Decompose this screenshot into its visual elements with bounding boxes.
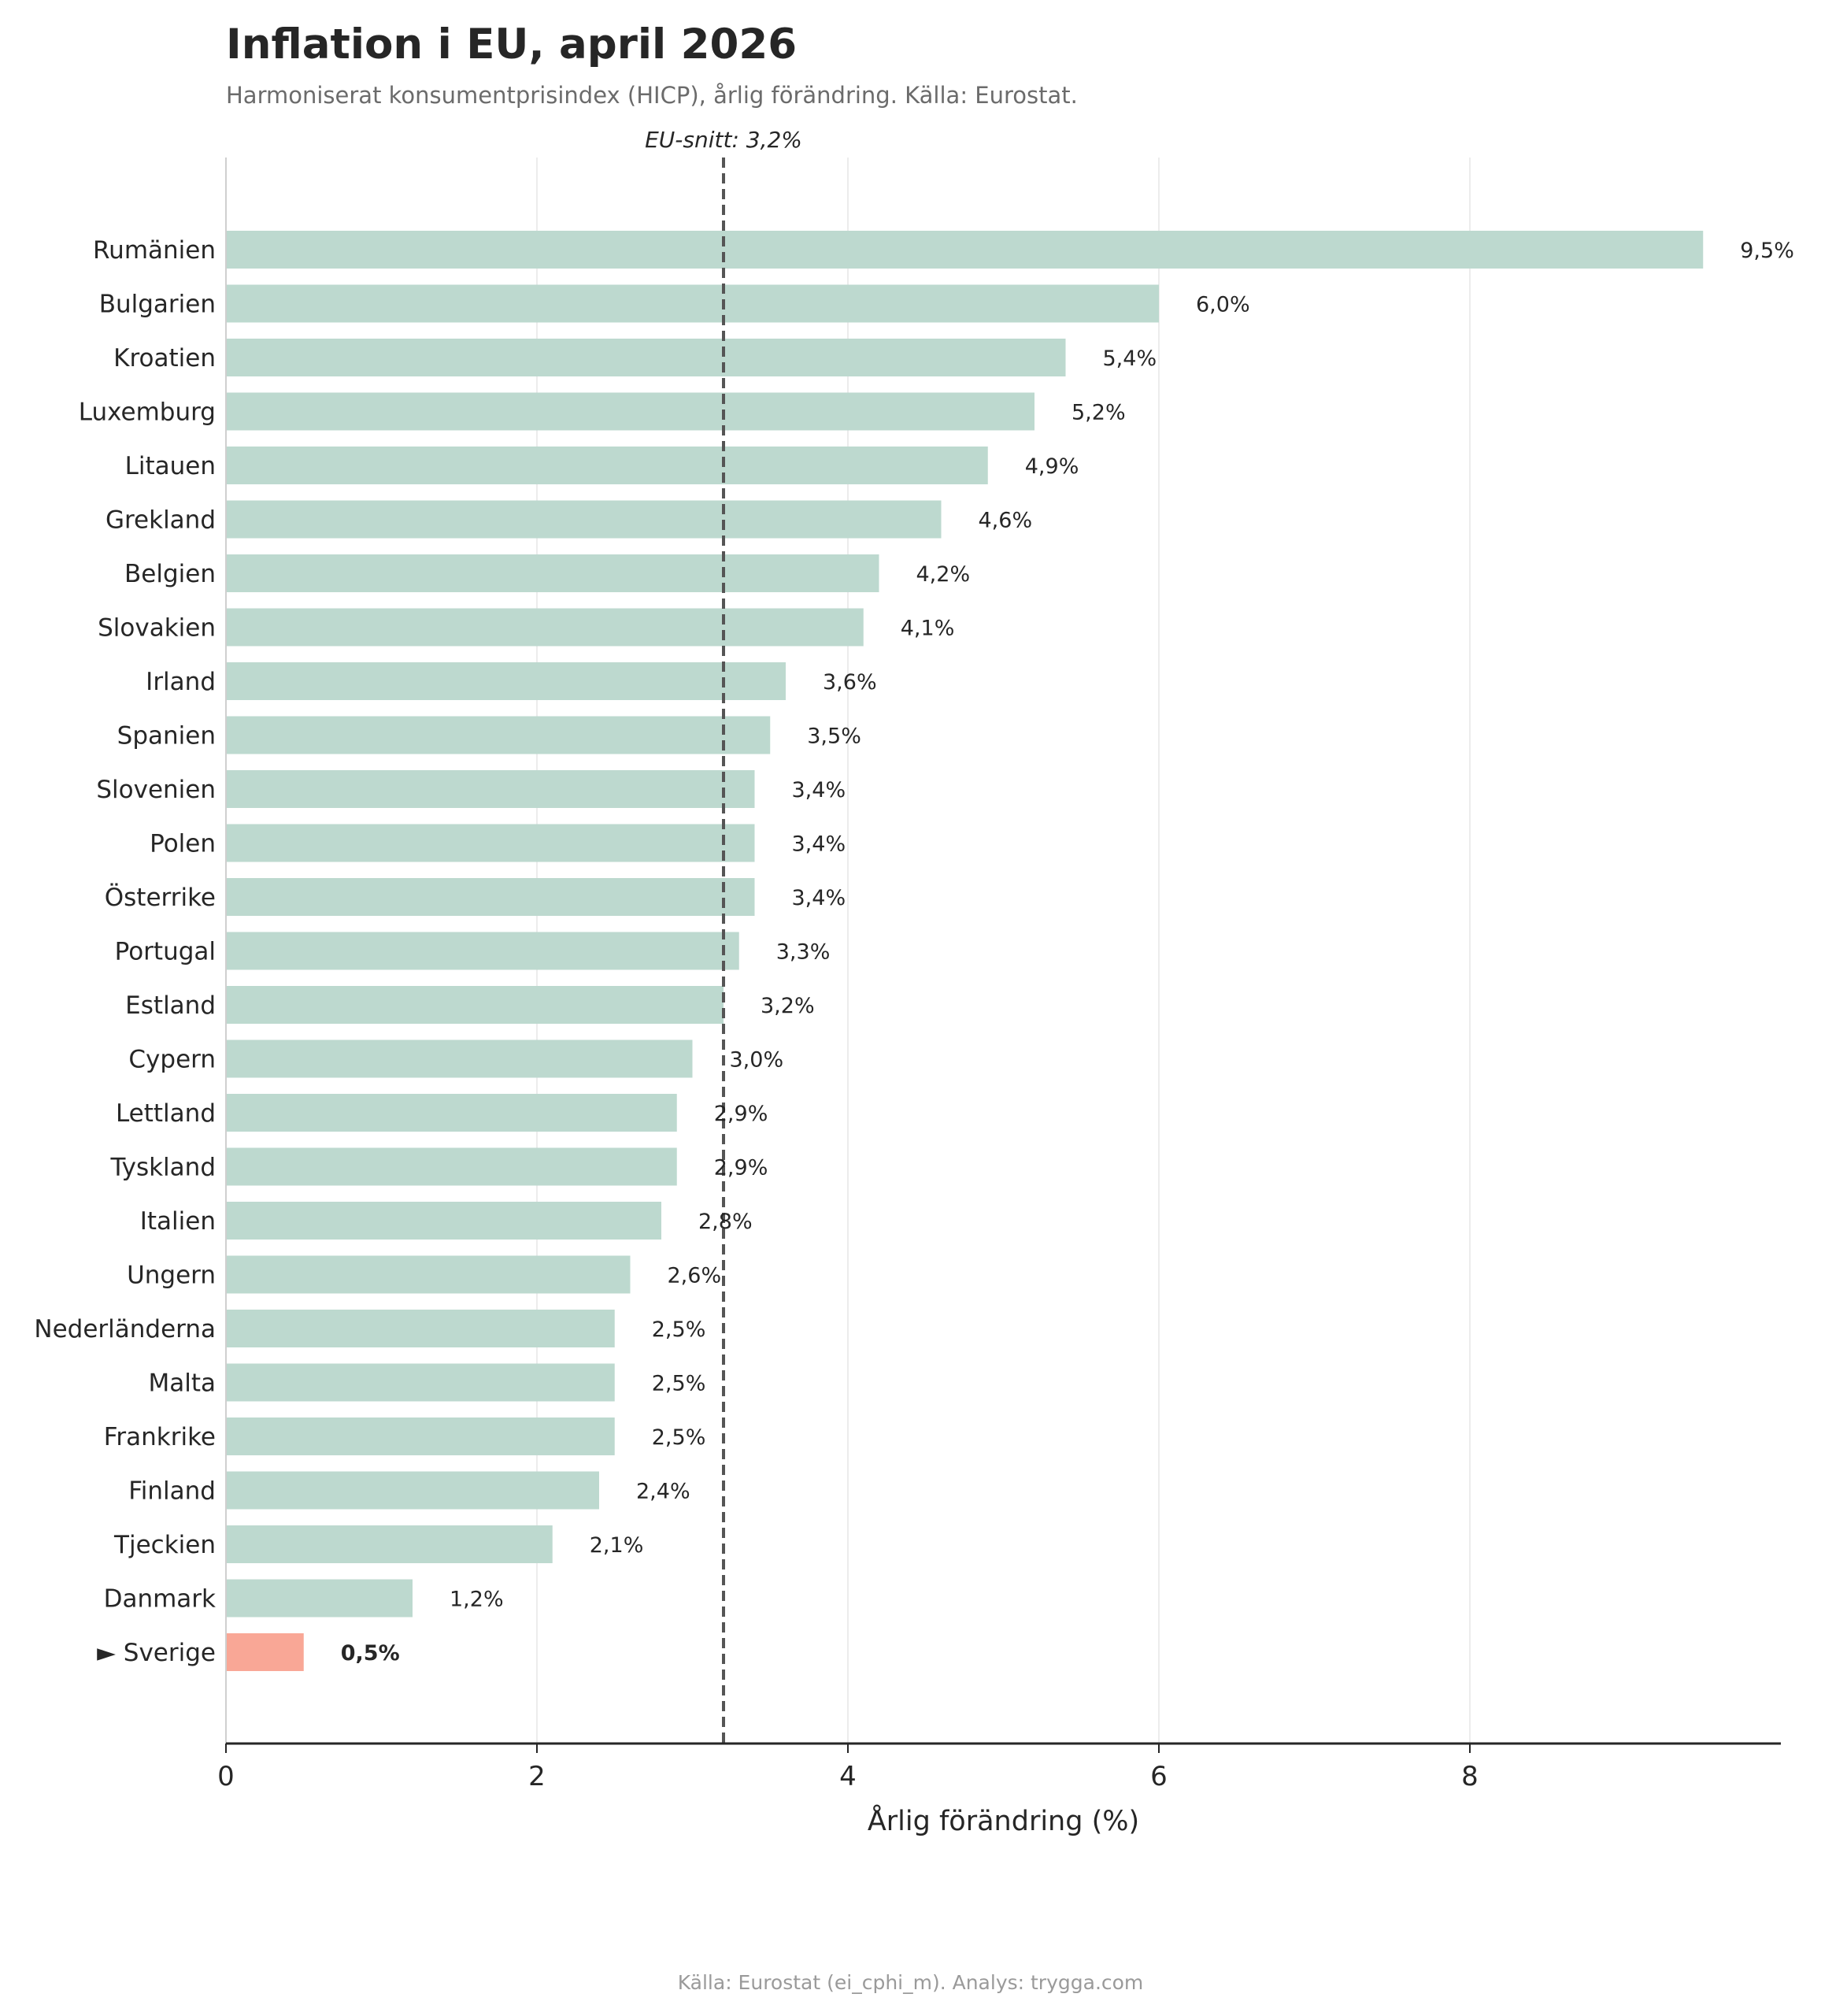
bars — [226, 231, 1704, 1671]
bar — [226, 662, 786, 700]
bar — [226, 716, 771, 754]
bar-value-label: 3,2% — [761, 994, 815, 1018]
x-tick-label: 2 — [528, 1761, 546, 1792]
y-tick-label: Finland — [128, 1477, 216, 1506]
bar-value-label: 3,4% — [792, 778, 846, 802]
y-tick-label: Cypern — [128, 1046, 216, 1074]
bar — [226, 986, 724, 1024]
bar-value-label: 3,6% — [823, 670, 877, 695]
x-tick-label: 4 — [839, 1761, 857, 1792]
bar — [226, 1310, 615, 1347]
bar — [226, 1525, 553, 1563]
bar-value-label: 2,9% — [714, 1102, 768, 1126]
chart-title: Inflation i EU, april 2026 — [226, 20, 798, 69]
bar-highlight — [226, 1633, 304, 1671]
bar — [226, 1255, 631, 1294]
y-tick-label: Slovakien — [98, 614, 216, 643]
y-tick-label: Italien — [140, 1207, 216, 1236]
bar — [226, 500, 942, 539]
bar — [226, 1147, 677, 1186]
bar — [226, 1040, 693, 1078]
y-tick-label: Rumänien — [93, 236, 216, 265]
y-tick-label: Polen — [150, 830, 216, 858]
y-tick-label: Kroatien — [113, 344, 216, 372]
bar — [226, 554, 879, 592]
bar-value-label: 9,5% — [1740, 239, 1794, 263]
y-tick-label: Danmark — [104, 1585, 216, 1614]
y-tick-label: Bulgarien — [99, 291, 216, 319]
y-tick-label: Österrike — [105, 883, 216, 912]
bar — [226, 284, 1159, 323]
y-tick-label: Belgien — [124, 560, 216, 588]
y-tick-label: Luxemburg — [79, 398, 216, 427]
reference-line-group: EU-snitt: 3,2% — [645, 127, 802, 1744]
y-tick-labels: Rumänien Bulgarien Kroatien Luxemburg Litaue… — [34, 236, 216, 1667]
y-tick-label: Tyskland — [110, 1154, 217, 1182]
bar — [226, 878, 755, 916]
chart-subtitle: Harmoniserat konsumentprisindex (HICP), … — [226, 82, 1078, 109]
bar-value-label: 3,4% — [792, 832, 846, 857]
footer-source: Källa: Eurostat (ei_cphi_m). Analys: try… — [677, 1971, 1144, 1994]
x-tick-label: 8 — [1461, 1761, 1479, 1792]
y-tick-label: Slovenien — [96, 776, 216, 804]
bar-value-label: 2,5% — [652, 1372, 706, 1396]
bar-value-label: 2,9% — [714, 1156, 768, 1180]
y-tick-label: Ungern — [127, 1262, 216, 1290]
bar-value-label: 3,3% — [776, 940, 831, 965]
y-tick-label: Tjeckien — [113, 1531, 216, 1559]
bar — [226, 1579, 413, 1618]
y-tick-label: Portugal — [115, 938, 216, 966]
bar-value-label: 2,8% — [698, 1210, 753, 1234]
bar — [226, 770, 755, 808]
bar-value-label: 0,5% — [341, 1641, 400, 1666]
x-tick-label: 6 — [1150, 1761, 1168, 1792]
bar — [226, 1418, 615, 1455]
bar-value-label: 2,4% — [636, 1480, 690, 1504]
y-tick-label: Spanien — [117, 722, 216, 750]
bar — [226, 1363, 615, 1402]
bar-value-label: 1,2% — [450, 1588, 504, 1612]
y-tick-label: Malta — [148, 1369, 216, 1398]
bar — [226, 1202, 661, 1240]
bar-value-label: 2,6% — [668, 1264, 722, 1288]
bar — [226, 608, 864, 647]
reference-line-label: EU-snitt: 3,2% — [645, 127, 802, 153]
axes: 0 2 4 6 8 Årlig förändring (%) — [217, 158, 1781, 1837]
y-tick-label: Litauen — [125, 452, 216, 480]
x-tick-label: 0 — [217, 1761, 235, 1792]
bar — [226, 1094, 677, 1132]
bar — [226, 1471, 599, 1510]
bar — [226, 447, 988, 484]
x-axis-label: Årlig förändring (%) — [868, 1803, 1139, 1837]
y-tick-label: Lettland — [116, 1099, 216, 1128]
bar-value-label: 4,6% — [979, 509, 1033, 533]
bar-value-label: 3,0% — [730, 1048, 784, 1073]
bar-value-label: 3,5% — [807, 724, 861, 749]
bar-value-label: 2,1% — [590, 1533, 644, 1558]
bar — [226, 231, 1704, 269]
bar-value-label: 4,9% — [1025, 454, 1079, 479]
y-tick-label: ► Sverige — [97, 1639, 216, 1667]
bar-value-label: 4,1% — [901, 617, 955, 641]
bar — [226, 339, 1066, 376]
bar-value-label: 2,5% — [652, 1425, 706, 1450]
y-tick-label: Grekland — [105, 506, 216, 535]
y-tick-label: Irland — [146, 668, 216, 696]
bar — [226, 824, 755, 862]
bar — [226, 392, 1034, 431]
bar-value-label: 6,0% — [1196, 293, 1250, 317]
y-tick-label: Estland — [125, 991, 216, 1020]
bar-value-label: 5,4% — [1103, 346, 1157, 371]
y-tick-label: Nederländerna — [34, 1315, 216, 1343]
bar-value-label: 3,4% — [792, 886, 846, 910]
bar-value-label: 4,2% — [916, 562, 971, 587]
bar-value-label: 5,2% — [1072, 401, 1126, 425]
bar-value-labels: 9,5% 6,0% 5,4% 5,2% 4,9% 4,6% 4,2% 4,1% 3,6% 3,5%… — [341, 239, 1794, 1666]
bar-value-label: 2,5% — [652, 1317, 706, 1342]
bar — [226, 932, 739, 970]
y-tick-label: Frankrike — [104, 1423, 216, 1451]
